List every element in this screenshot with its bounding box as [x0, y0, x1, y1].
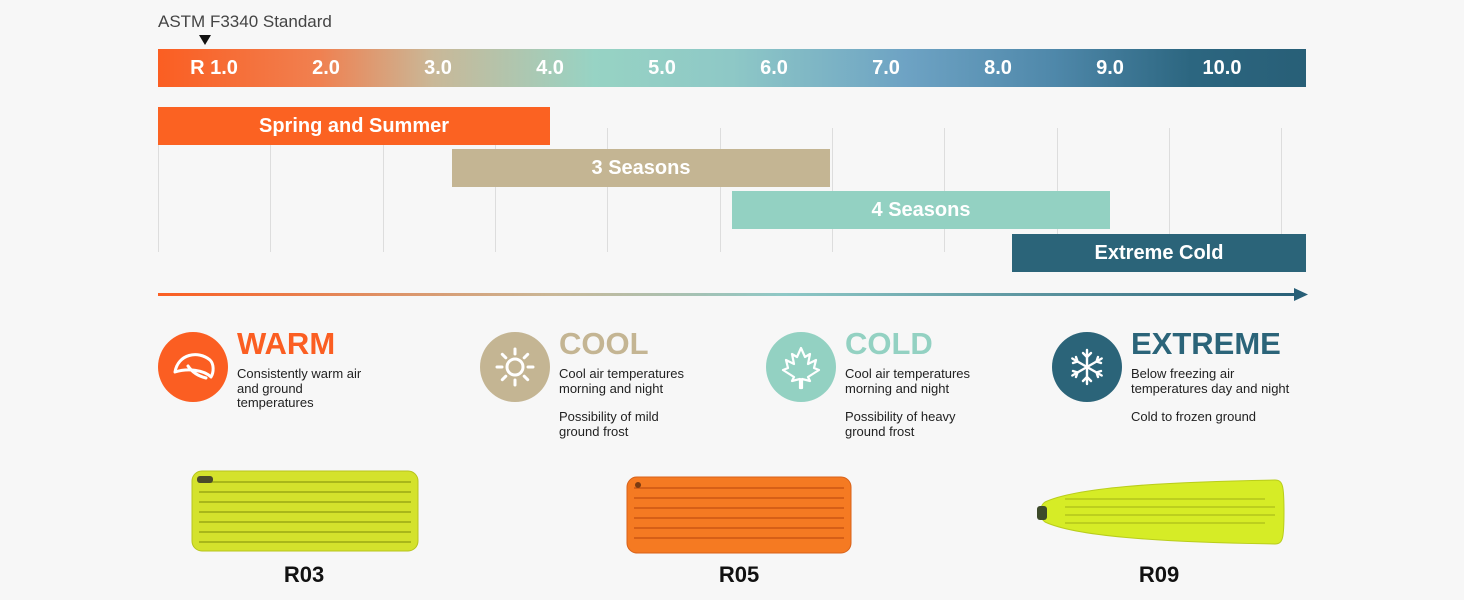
snowflake-icon	[1052, 332, 1122, 402]
maple-leaf-icon	[766, 332, 836, 402]
standard-marker-triangle-icon	[199, 35, 211, 45]
grid-line	[719, 128, 721, 252]
category-description-line: Consistently warm air and ground tempera…	[237, 366, 362, 410]
r-value-scale-bar: R 1.0 2.0 3.0 4.0 5.0 6.0 7.0 8.0 9.0 10.0	[158, 49, 1306, 87]
category-title: WARM	[237, 326, 336, 361]
scale-tick-label: 9.0	[1096, 57, 1124, 79]
grid-line	[494, 128, 496, 252]
scale-tick-label: 8.0	[984, 57, 1012, 79]
season-bar: 4 Seasons	[732, 191, 1110, 229]
category-description-line: Cold to frozen ground	[1131, 409, 1257, 424]
category-title: EXTREME	[1131, 326, 1281, 361]
category-description-line: Possibility of heavy ground frost	[845, 409, 956, 439]
category-description: Cool air temperatures morning and night …	[845, 366, 1045, 453]
scale-tick-label: 5.0	[648, 57, 676, 79]
category-description-line: Cool air temperatures morning and night	[559, 366, 684, 396]
season-bar: Spring and Summer	[158, 107, 550, 145]
category-title: COOL	[559, 326, 649, 361]
category-description-line: Possibility of mild ground frost	[559, 409, 659, 439]
season-bar: Extreme Cold	[1012, 234, 1306, 272]
scale-tick-label: 6.0	[760, 57, 788, 79]
category-title: COLD	[845, 326, 933, 361]
category-description: Cool air temperatures morning and night …	[559, 366, 759, 453]
grid-line	[270, 128, 272, 252]
scale-tick-label: R 1.0	[190, 57, 238, 79]
grid-line	[1056, 128, 1058, 252]
grid-line	[382, 128, 384, 252]
grid-line	[158, 128, 159, 252]
category-description-line: Cool air temperatures morning and night	[845, 366, 970, 396]
category-description: Consistently warm air and ground tempera…	[237, 366, 437, 425]
product-label: R09	[1138, 562, 1180, 587]
season-bar: 3 Seasons	[452, 149, 830, 187]
scale-tick-label: 3.0	[424, 57, 452, 79]
sleeping-pad-image-r09	[1035, 476, 1285, 548]
grid-line	[944, 128, 946, 252]
grid-line	[831, 128, 833, 252]
scale-tick-label: 4.0	[536, 57, 564, 79]
product-label: R03	[283, 562, 325, 587]
category-description-line: Below freezing air temperatures day and …	[1131, 366, 1290, 396]
sleeping-pad-image-r03	[191, 470, 419, 552]
sleeping-pad-image-r05	[626, 476, 852, 554]
product-label: R05	[718, 562, 760, 587]
scale-tick-label: 10.0	[1202, 57, 1242, 79]
category-description: Below freezing air temperatures day and …	[1131, 366, 1361, 439]
grid-line	[607, 128, 609, 252]
grid-line	[1168, 128, 1170, 252]
sun-icon	[480, 332, 550, 402]
scale-arrow-icon	[158, 288, 1308, 301]
scale-tick-label: 7.0	[872, 57, 900, 79]
grid-line	[1281, 128, 1283, 252]
standard-label: ASTM F3340 Standard	[158, 12, 332, 31]
leaf-icon	[158, 332, 228, 402]
scale-tick-label: 2.0	[312, 57, 340, 79]
